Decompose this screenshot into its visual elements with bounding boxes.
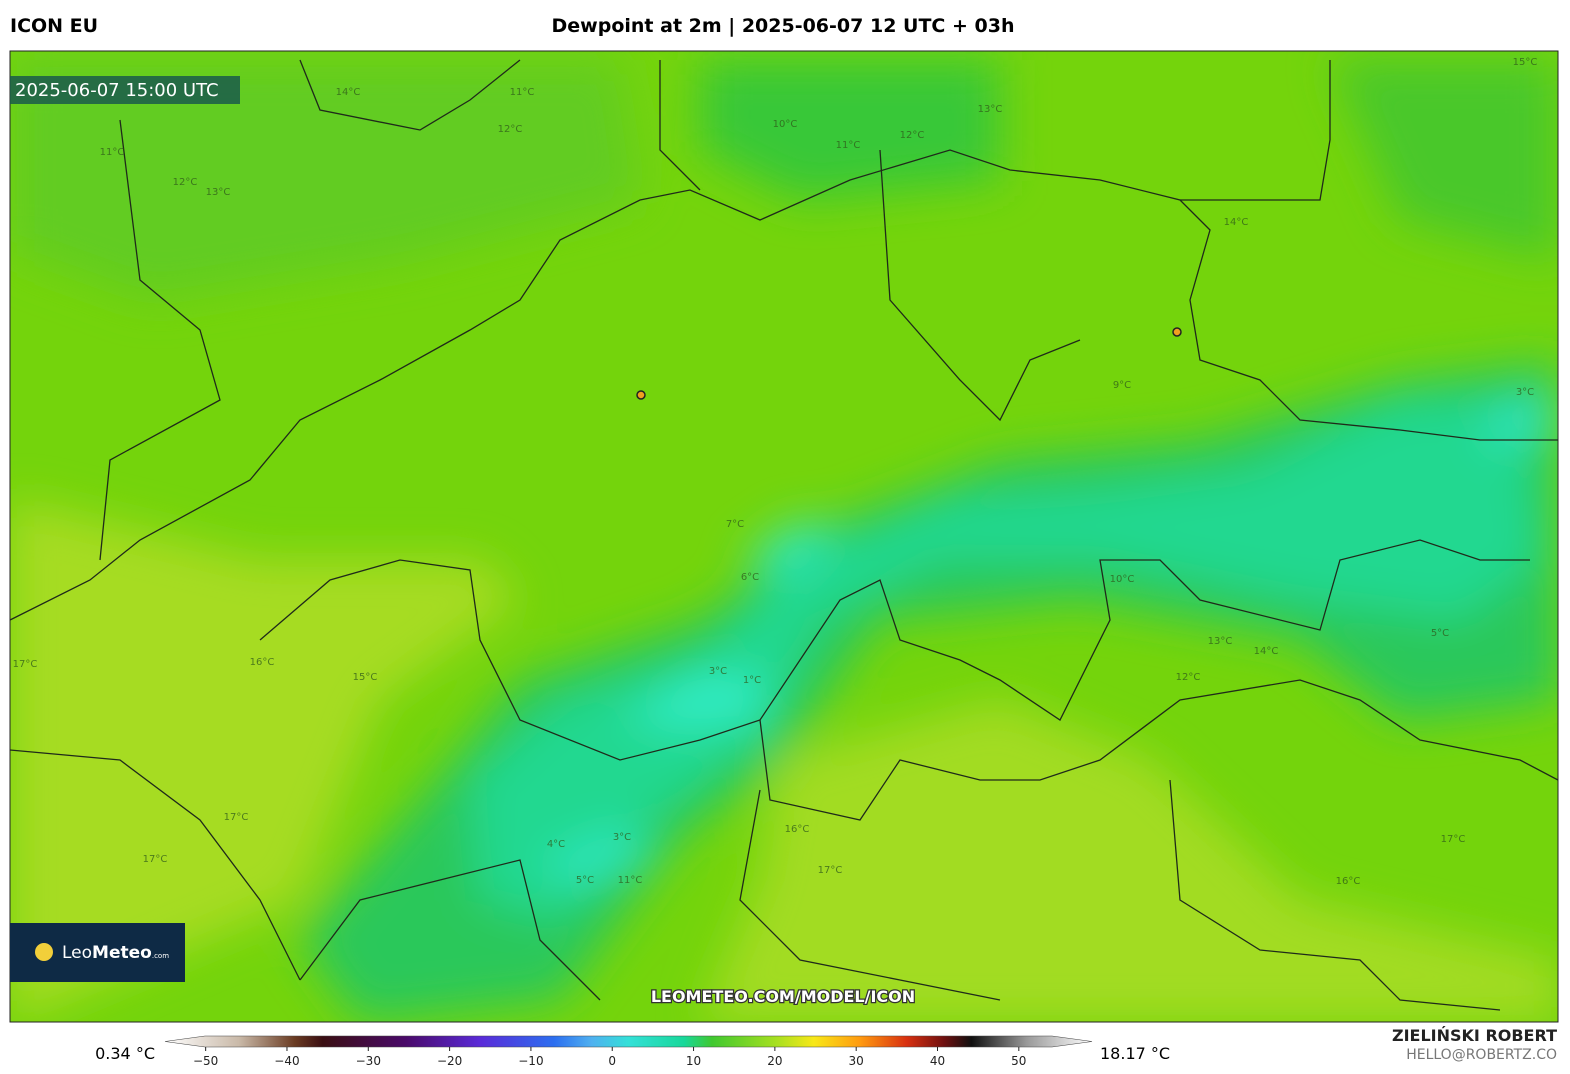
contour-label: 17°C [143,854,168,865]
colorbar-tick-label: 10 [686,1054,701,1068]
contour-label: 12°C [1176,672,1201,683]
colorbar-tick-label: 50 [1011,1054,1026,1068]
colorbar-tick-label: −40 [274,1054,299,1068]
contour-label: 5°C [1431,628,1449,639]
watermark: LEOMETEO.COM/MODEL/ICON [651,987,915,1006]
contour-label: 6°C [741,572,759,583]
contour-label: 12°C [173,177,198,188]
valid-time: 2025-06-07 15:00 UTC [15,80,219,101]
contour-label: 17°C [13,659,38,670]
contour-label: 16°C [250,657,275,668]
map-title: Dewpoint at 2m | 2025-06-07 12 UTC + 03h [552,15,1015,37]
contour-label: 10°C [1110,574,1135,585]
contour-label: 15°C [1513,57,1538,68]
borders [10,59,1558,1011]
contour-label: 11°C [100,147,125,158]
colorbar-tick-label: 40 [930,1054,945,1068]
contour-label: 17°C [818,865,843,876]
contour-label: 11°C [836,140,861,151]
colorbar-tick-label: 0 [608,1054,616,1068]
contour-label: 11°C [510,87,535,98]
contour-label: 9°C [1113,380,1131,391]
colorbar-min: 0.34 °C [95,1044,155,1063]
contour-label: 12°C [498,124,523,135]
colorbar-tick-label: 30 [849,1054,864,1068]
contour-label: 1°C [743,675,761,686]
contour-label: 3°C [613,832,631,843]
contour-label: 11°C [618,875,643,886]
contour-label: 7°C [726,519,744,530]
colorbar-max: 18.17 °C [1100,1044,1170,1063]
model-name: ICON EU [10,15,98,37]
colorbar-tick-label: −10 [518,1054,543,1068]
contour-label: 17°C [1441,834,1466,845]
colorbar-tick-label: −50 [193,1054,218,1068]
logo: LeoMeteo.com [62,943,169,963]
contour-label: 3°C [709,666,727,677]
contour-label: 16°C [785,824,810,835]
map-field: 14°C 11°C 12°C 11°C 12°C 13°C 10°C 11°C 12°C 13°C… [10,51,1558,1022]
contour-label: 14°C [336,87,361,98]
colorbar-tick-label: −20 [437,1054,462,1068]
email: HELLO@ROBERTZ.CO [1406,1047,1557,1063]
contour-label: 10°C [773,119,798,130]
contour-label: 4°C [547,839,565,850]
colorbar [164,1035,1093,1048]
author: ZIELIŃSKI ROBERT [1392,1026,1557,1045]
contour-label: 15°C [353,672,378,683]
contour-label: 16°C [1336,876,1361,887]
contour-label: 14°C [1224,217,1249,228]
contour-label: 13°C [1208,636,1233,647]
contour-label: 13°C [978,104,1003,115]
contour-label: 13°C [206,187,231,198]
colorbar-tick-label: 20 [767,1054,782,1068]
contour-label: 5°C [576,875,594,886]
contour-label: 3°C [1516,387,1534,398]
contour-label: 17°C [224,812,249,823]
contour-label: 14°C [1254,646,1279,657]
colorbar-tick-label: −30 [356,1054,381,1068]
contour-label: 12°C [900,130,925,141]
